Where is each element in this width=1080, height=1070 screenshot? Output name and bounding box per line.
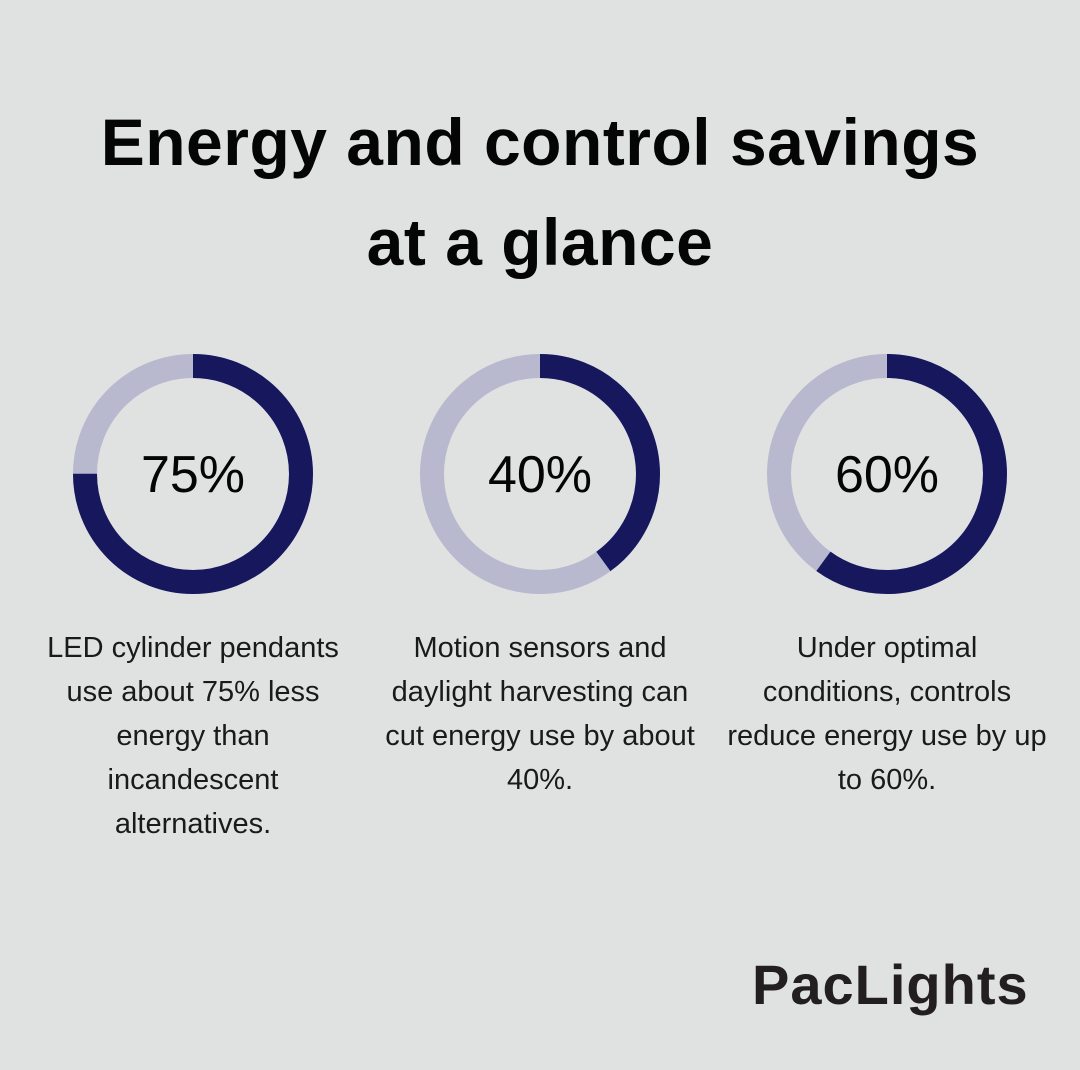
donut-value-1 <box>73 354 313 594</box>
donut-value-3 <box>767 354 1007 594</box>
donut-label-2: 40% <box>488 446 592 504</box>
caption-3: Under optimal conditions, controls reduc… <box>727 632 1047 796</box>
donut-label-1: 75% <box>141 446 245 504</box>
title-line-2: at a glance <box>366 205 714 279</box>
donut-label-3: 60% <box>835 446 939 504</box>
caption-1: LED cylinder pendants use about 75% less… <box>47 632 339 840</box>
page-title: Energy and control savings at a glance <box>0 92 1080 292</box>
title-line-1: Energy and control savings <box>100 105 980 179</box>
paclights-logo: PacLights <box>752 953 1029 1016</box>
donut-value-2 <box>420 354 660 594</box>
caption-2: Motion sensors and daylight harvesting c… <box>385 632 695 796</box>
